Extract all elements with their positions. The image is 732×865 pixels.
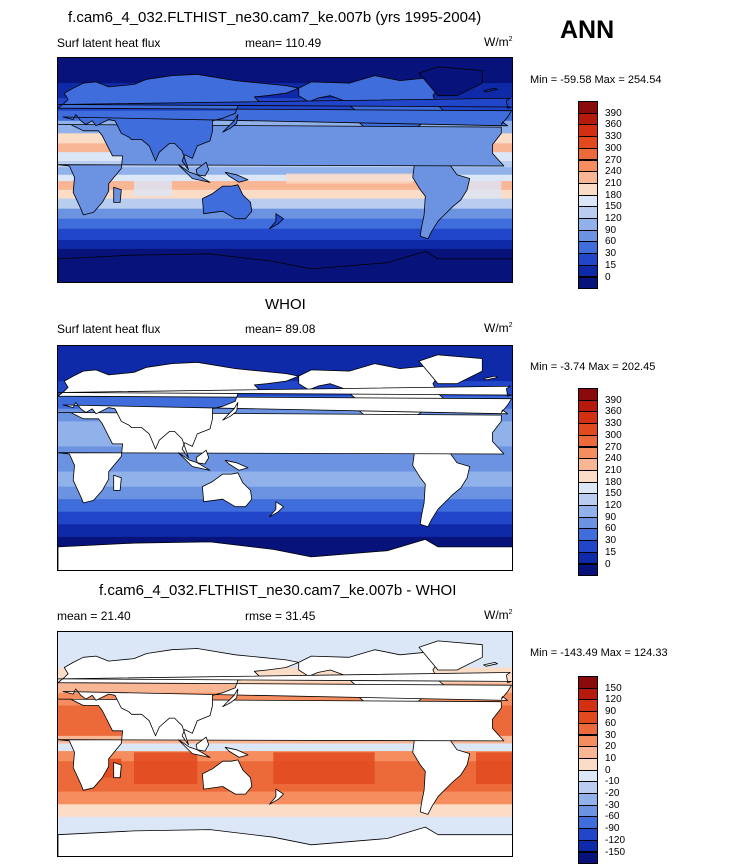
colorbar-swatch (578, 851, 598, 865)
colorbar-tick-label: 20 (605, 741, 617, 753)
colorbar-tick-label: 390 (605, 107, 622, 119)
colorbar-tick-label: 120 (605, 694, 622, 706)
colorbar-tick-label: 150 (605, 682, 622, 694)
colorbar-tick-label: 15 (605, 259, 617, 271)
colorbar-tick-label: 150 (605, 201, 622, 213)
colorbar-tick-label: 120 (605, 213, 622, 224)
panel-title: f.cam6_4_032.FLTHIST_ne30.cam7_ke.007b (… (68, 9, 482, 26)
colorbar-tick-label: 60 (605, 717, 617, 729)
minmax-label: Min = -59.58 Max = 254.54 (530, 74, 662, 86)
colorbar-tick-label: 270 (605, 441, 622, 453)
panel-title: WHOI (265, 296, 306, 313)
colorbar-tick-label: 330 (605, 418, 622, 430)
colorbar-tick-label: 90 (605, 706, 617, 718)
colorbar-tick-label: -20 (605, 788, 620, 799)
colorbar-tick-label: 300 (605, 142, 622, 154)
map-diff (57, 631, 513, 857)
colorbar-tick-label: 210 (605, 177, 622, 189)
colorbar-tick-label: 0 (605, 271, 611, 283)
colorbar-tick-label: 30 (605, 248, 617, 260)
mean-label: mean = 21.40 (57, 609, 131, 623)
colorbar-tick-label: 90 (605, 224, 617, 236)
colorbar-tick-label: 360 (605, 119, 622, 131)
colorbar-tick-label: 360 (605, 406, 622, 418)
minmax-label: Min = -143.49 Max = 124.33 (530, 647, 668, 659)
colorbar-swatch (578, 563, 598, 577)
colorbar-tick-label: 120 (605, 500, 622, 511)
panel-title: f.cam6_4_032.FLTHIST_ne30.cam7_ke.007b -… (99, 582, 457, 599)
colorbar-tick-label: 330 (605, 131, 622, 143)
units-label: W/m2 (484, 608, 513, 622)
colorbar-swatch (578, 276, 598, 290)
colorbar-tick-label: -90 (605, 823, 620, 835)
colorbar-tick-label: 30 (605, 729, 617, 741)
map-model (57, 57, 513, 283)
colorbar-tick-label: 210 (605, 464, 622, 476)
colorbar-tick-label: -120 (605, 834, 626, 846)
colorbar-tick-label: 270 (605, 154, 622, 166)
colorbar-tick-label: 180 (605, 476, 622, 488)
colorbar-tick-label: 300 (605, 429, 622, 441)
colorbar-tick-label: 390 (605, 394, 622, 406)
colorbar-tick-label: 0 (605, 558, 611, 570)
colorbar-tick-label: -30 (605, 799, 620, 811)
variable-label: Surf latent heat flux (57, 322, 161, 336)
colorbar-tick-label: 180 (605, 189, 622, 201)
minmax-label: Min = -3.74 Max = 202.45 (530, 361, 656, 373)
mean-label: mean= 110.49 (245, 36, 322, 50)
colorbar-tick-label: -10 (605, 776, 620, 788)
colorbar-tick-label: -60 (605, 811, 620, 823)
colorbar-tick-label: 240 (605, 453, 622, 465)
colorbar-tick-label: -150 (605, 846, 626, 858)
colorbar-tick-label: 0 (605, 764, 611, 776)
rmse-label: rmse = 31.45 (245, 609, 316, 623)
colorbar-tick-label: 90 (605, 511, 617, 523)
units-label: W/m2 (484, 321, 513, 335)
variable-label: Surf latent heat flux (57, 36, 161, 50)
colorbar-tick-label: 60 (605, 523, 617, 535)
colorbar-tick-label: 240 (605, 166, 622, 178)
map-obs (57, 345, 513, 571)
colorbar-tick-label: 150 (605, 488, 622, 500)
colorbar-tick-label: 60 (605, 236, 617, 248)
season-label: ANN (560, 16, 615, 44)
colorbar-tick-label: 10 (605, 752, 617, 764)
colorbar-tick-label: 30 (605, 535, 617, 547)
units-label: W/m2 (484, 35, 513, 49)
mean-label: mean= 89.08 (245, 322, 316, 336)
colorbar-tick-label: 15 (605, 546, 617, 558)
